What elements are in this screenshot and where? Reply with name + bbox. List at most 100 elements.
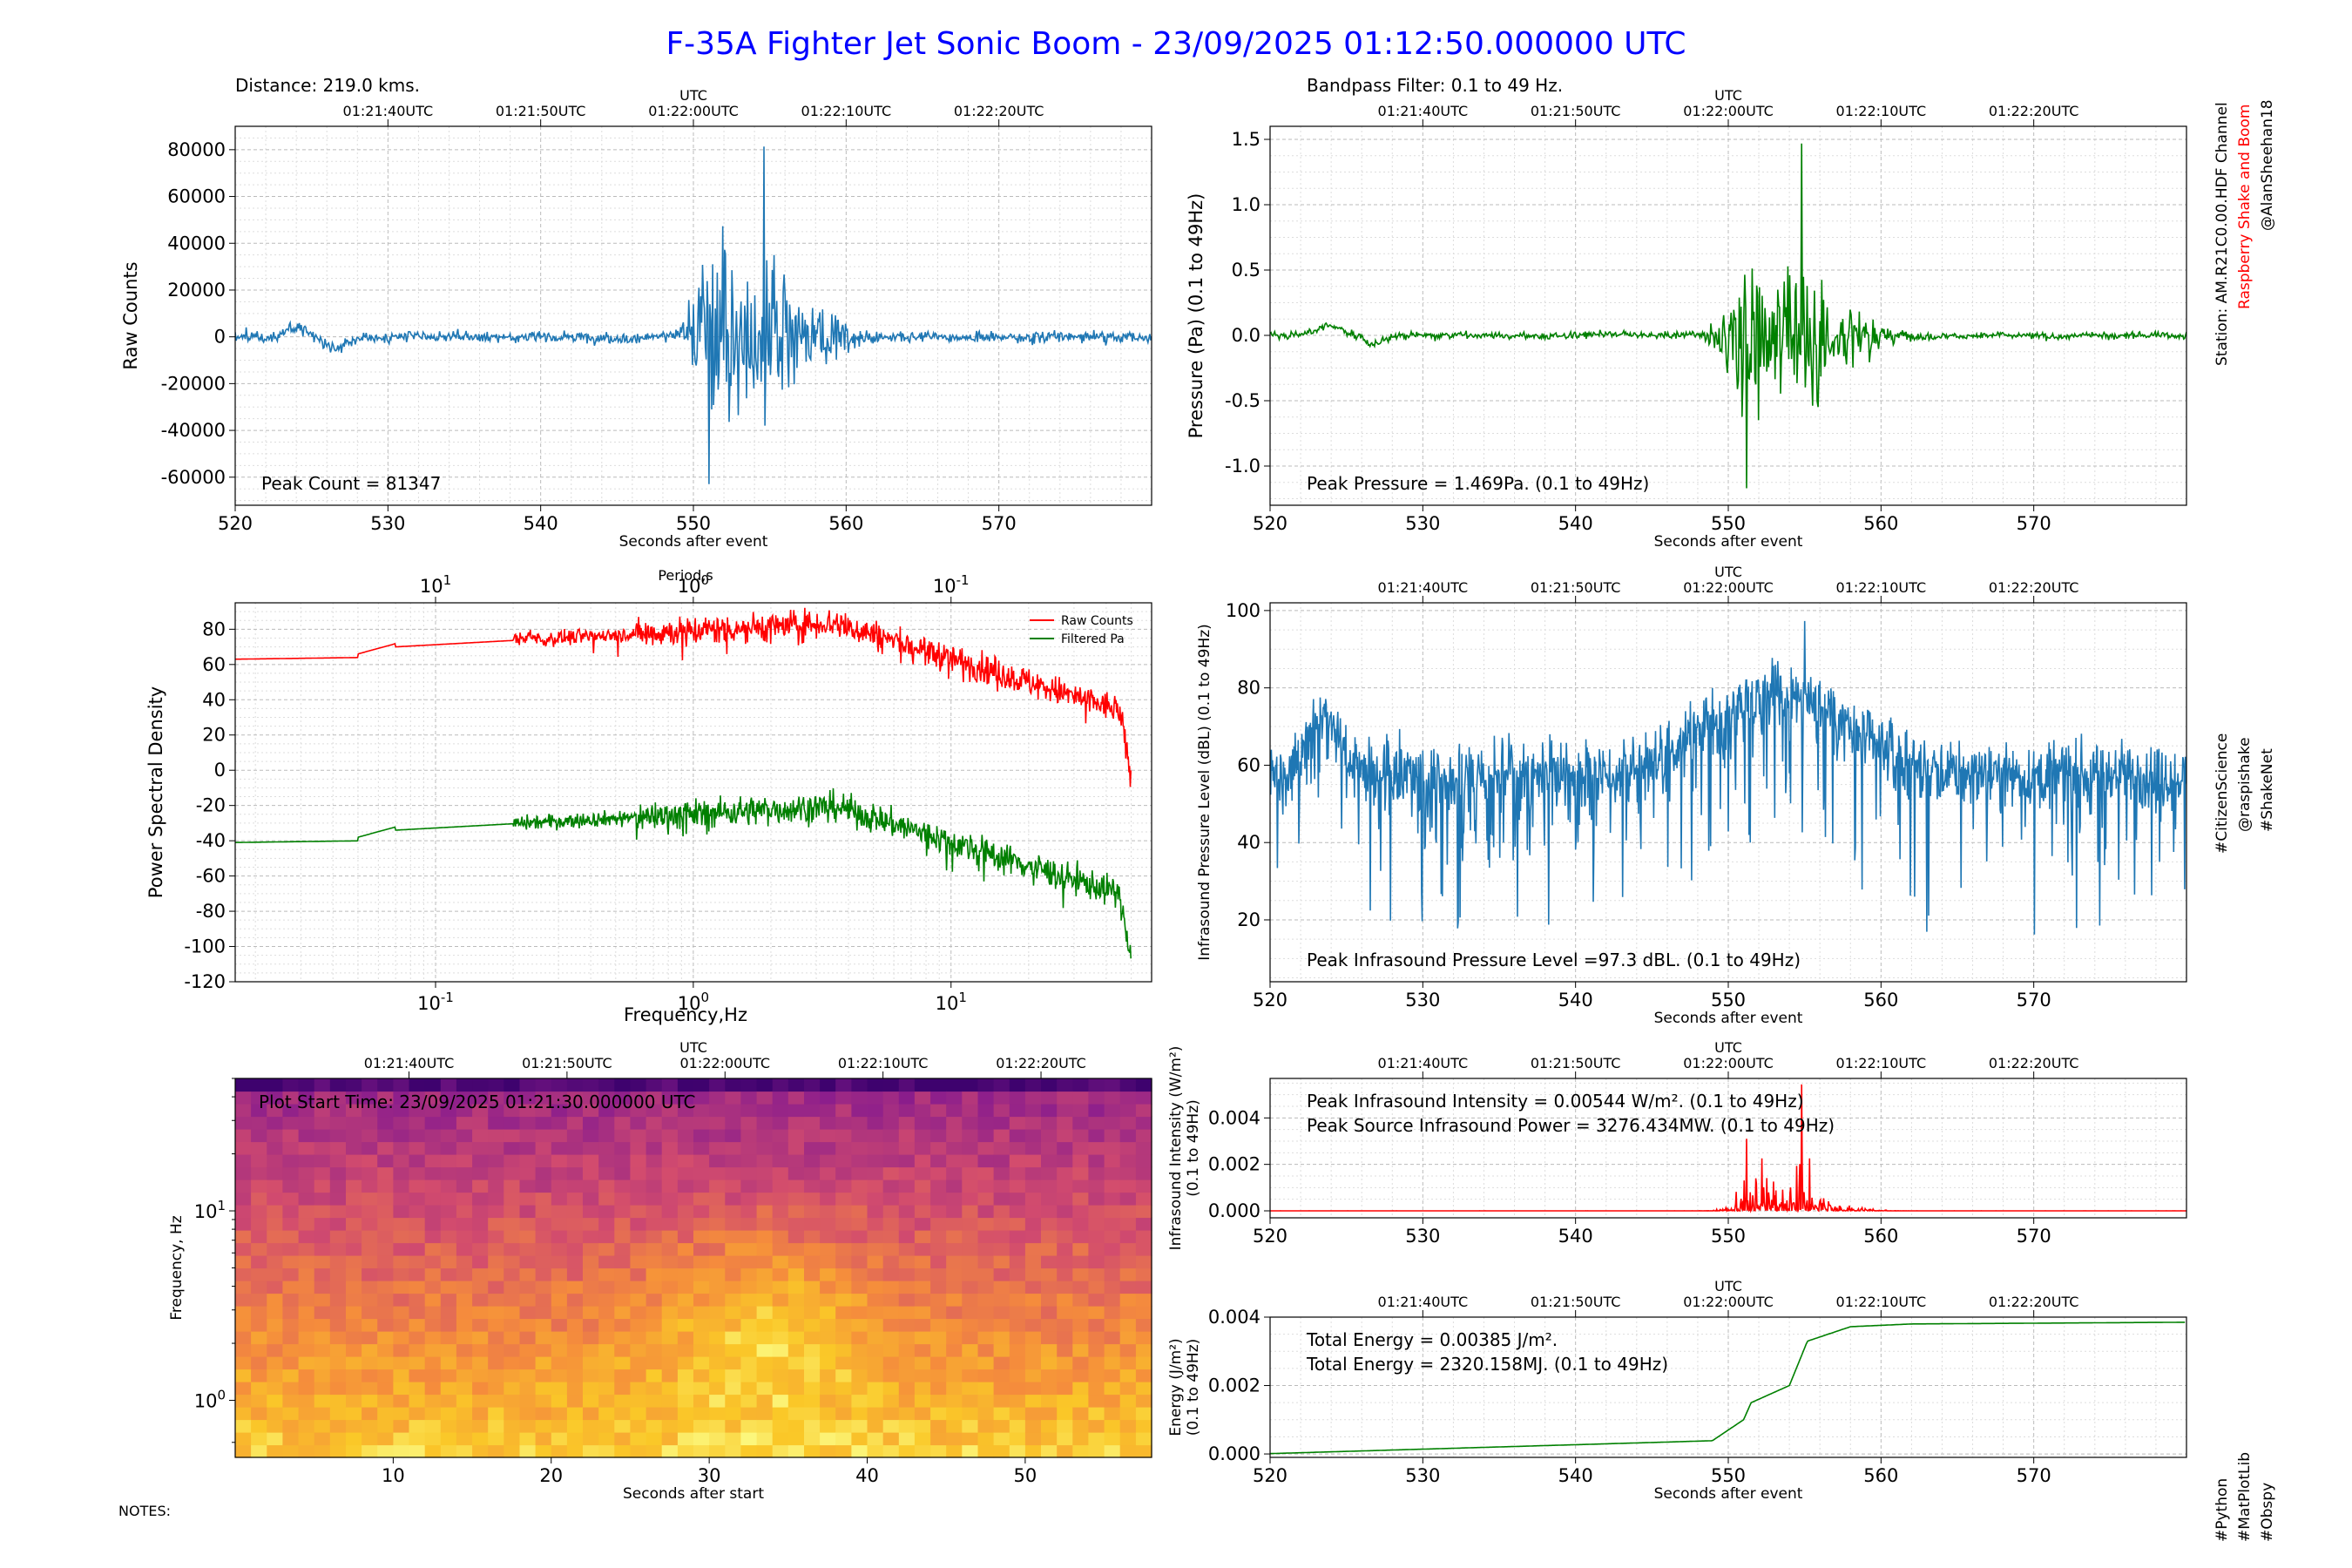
- ipl-series-line: [1270, 620, 2186, 935]
- spectrogram-cell: [993, 1205, 1010, 1219]
- spectrogram-cell: [1135, 1104, 1152, 1118]
- spectrogram-cell: [851, 1154, 868, 1168]
- spectrogram-cell: [835, 1242, 852, 1256]
- spectrogram-cell: [314, 1154, 331, 1168]
- spectrogram-cell: [519, 1104, 537, 1118]
- spectrogram-cell: [835, 1230, 852, 1244]
- spectrogram-cell: [440, 1293, 457, 1307]
- spectrogram-cell: [346, 1306, 362, 1320]
- spectrogram-cell: [725, 1369, 741, 1382]
- spectrogram-cell: [772, 1419, 789, 1433]
- y-tick-label: -100: [184, 936, 226, 957]
- spectrogram-cell: [393, 1104, 410, 1118]
- spectrogram-cell: [977, 1407, 995, 1421]
- spectrogram-cell: [677, 1407, 694, 1421]
- spectrogram-cell: [946, 1091, 963, 1105]
- spectrogram-cell: [424, 1205, 442, 1219]
- spectrogram-cell: [1088, 1091, 1105, 1105]
- spectrogram-cell: [946, 1129, 963, 1143]
- spectrogram-cell: [519, 1343, 537, 1357]
- spectrogram-cell: [1119, 1343, 1137, 1357]
- spectrogram-cell: [1041, 1242, 1058, 1256]
- spectrogram-cell: [314, 1306, 331, 1320]
- spectrogram-cell: [661, 1242, 679, 1256]
- spectrogram-cell: [488, 1230, 504, 1244]
- spectrogram-cell: [583, 1419, 599, 1433]
- spectrogram-cell: [740, 1141, 758, 1155]
- spectrogram-cell: [235, 1217, 252, 1231]
- spectrogram-cell: [725, 1318, 741, 1332]
- spectrogram-cell: [1041, 1343, 1058, 1357]
- spectrogram-cell: [377, 1242, 394, 1256]
- spectrogram-cell: [709, 1129, 726, 1143]
- spectrogram-cell: [914, 1205, 931, 1219]
- y-axis-label: Frequency, Hz: [168, 1215, 186, 1320]
- spectrogram-cell: [630, 1242, 647, 1256]
- spectrogram-cell: [1041, 1293, 1058, 1307]
- spectrogram-cell: [267, 1382, 283, 1396]
- spectrogram-cell: [282, 1432, 300, 1446]
- spectrogram-cell: [630, 1306, 647, 1320]
- spectrogram-cell: [1088, 1419, 1105, 1433]
- spectrogram-cell: [329, 1343, 347, 1357]
- spectrogram-cell: [645, 1192, 663, 1206]
- spectrogram-cell: [1119, 1293, 1137, 1307]
- spectrogram-cell: [867, 1129, 884, 1143]
- spectrogram-cell: [440, 1432, 457, 1446]
- spectrogram-cell: [1088, 1166, 1105, 1180]
- spectrogram-cell: [1104, 1166, 1121, 1180]
- spectrogram-cell: [709, 1281, 726, 1294]
- spectrogram-cell: [1009, 1154, 1026, 1168]
- spectrogram-cell: [946, 1382, 963, 1396]
- spectrogram-cell: [440, 1444, 457, 1458]
- spectrogram-cell: [424, 1394, 442, 1408]
- spectrogram-cell: [709, 1217, 726, 1231]
- spectrogram-cell: [898, 1419, 916, 1433]
- spectrogram-cell: [282, 1116, 300, 1130]
- spectrogram-cell: [551, 1166, 568, 1180]
- spectrogram-cell: [519, 1293, 537, 1307]
- spectrogram-cell: [583, 1318, 599, 1332]
- spectrogram-cell: [804, 1141, 821, 1155]
- spectrogram-cell: [1104, 1281, 1121, 1294]
- spectrogram-cell: [614, 1141, 631, 1155]
- spectrogram-cell: [772, 1369, 789, 1382]
- spectrogram-cell: [1009, 1382, 1026, 1396]
- spectrogram-cell: [583, 1091, 599, 1105]
- spectrogram-cell: [993, 1444, 1010, 1458]
- spectrogram-cell: [298, 1267, 315, 1281]
- spectrogram-cell: [977, 1091, 995, 1105]
- spectrogram-cell: [993, 1104, 1010, 1118]
- spectrogram-cell: [772, 1444, 789, 1458]
- spectrogram-cell: [1009, 1356, 1026, 1370]
- spectrogram-cell: [993, 1091, 1010, 1105]
- spectrogram-cell: [756, 1217, 774, 1231]
- spectrogram-cell: [377, 1129, 394, 1143]
- y-tick-label: 60000: [167, 186, 226, 207]
- spectrogram-cell: [835, 1078, 852, 1092]
- spectrogram-cell: [709, 1444, 726, 1458]
- spectrogram-cell: [298, 1293, 315, 1307]
- spectrogram-cell: [362, 1343, 378, 1357]
- spectrogram-cell: [977, 1104, 995, 1118]
- spectrogram-cell: [329, 1242, 347, 1256]
- spectrogram-cell: [267, 1419, 283, 1433]
- spectrogram-cell: [677, 1166, 694, 1180]
- y-tick-label: 0.004: [1208, 1107, 1260, 1128]
- spectrogram-cell: [472, 1255, 489, 1269]
- spectrogram-cell: [456, 1078, 473, 1092]
- spectrogram-cell: [598, 1382, 615, 1396]
- spectrogram-cell: [1135, 1293, 1152, 1307]
- spectrogram-cell: [804, 1242, 821, 1256]
- spectrogram-cell: [851, 1432, 868, 1446]
- spectrogram-cell: [472, 1091, 489, 1105]
- spectrogram-cell: [566, 1205, 584, 1219]
- x-tick-label: 560: [1863, 1226, 1898, 1247]
- spectrogram-cell: [1009, 1444, 1026, 1458]
- spectrogram-cell: [1024, 1255, 1042, 1269]
- spectrogram-cell: [456, 1318, 473, 1332]
- spectrogram-cell: [251, 1432, 267, 1446]
- spectrogram-cell: [1057, 1318, 1073, 1332]
- spectrogram-cell: [298, 1141, 315, 1155]
- spectrogram-cell: [725, 1394, 741, 1408]
